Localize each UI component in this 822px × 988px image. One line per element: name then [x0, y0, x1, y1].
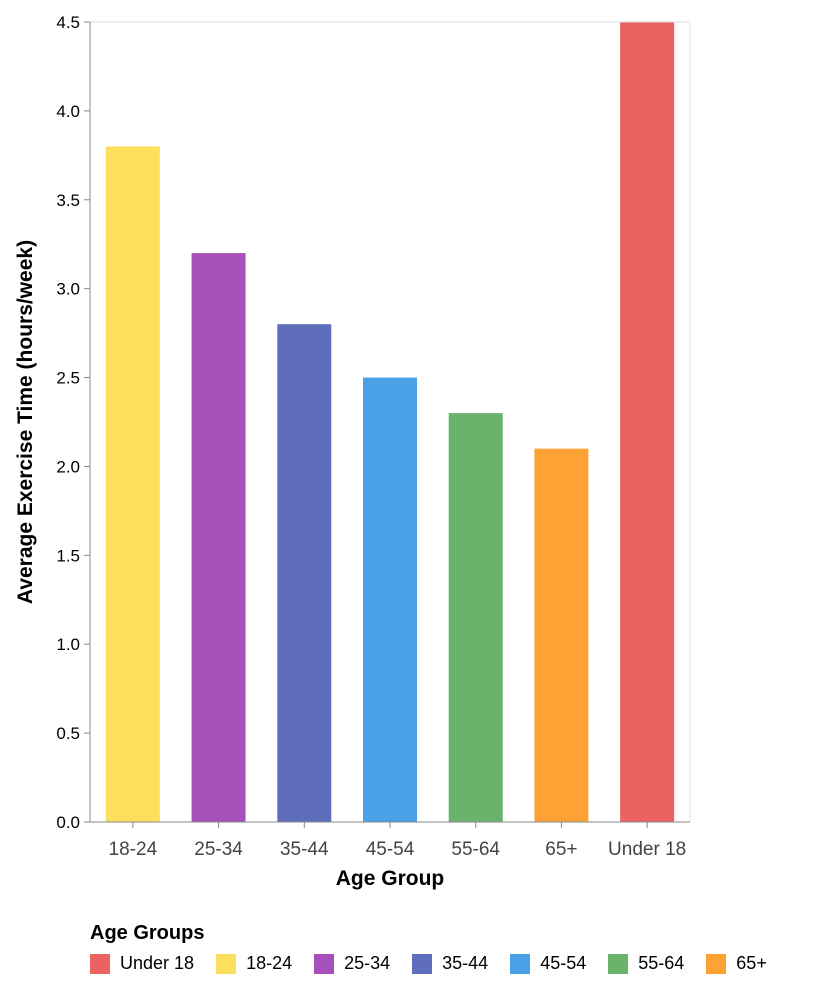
legend-swatch [510, 953, 531, 974]
legend-swatch [314, 953, 335, 974]
y-tick-label: 0.5 [56, 724, 80, 743]
y-tick-label: 4.0 [56, 102, 80, 121]
bar-chart: 0.0 0.5 1.0 1.5 2.0 2.5 3.0 3.5 4.0 4.5 18-24 25-3… [14, 13, 691, 890]
bars [105, 22, 675, 823]
legend-item: 18-24 [216, 953, 292, 974]
y-tick-label: 3.5 [56, 191, 80, 210]
legend-item: 55-64 [608, 953, 684, 974]
legend: Age Groups Under 18 18-24 25-34 35-44 45-54 5… [90, 922, 789, 974]
legend-item: 45-54 [510, 953, 586, 974]
legend-swatch [706, 953, 727, 974]
x-tick-label: 65+ [545, 839, 577, 860]
legend-label: 45-54 [540, 953, 587, 973]
y-tick-label: 2.0 [56, 457, 80, 476]
x-tick-label: 18-24 [109, 839, 158, 860]
x-axis-ticks: 18-24 25-34 35-44 45-54 55-64 65+ Under 18 [109, 822, 686, 860]
y-tick-label: 4.5 [56, 13, 80, 32]
x-tick-label: 35-44 [280, 839, 329, 860]
bar-under-18 [620, 22, 675, 822]
bar-45-54 [363, 377, 417, 822]
bar-55-64 [448, 413, 503, 822]
x-tick-label: 55-64 [451, 839, 500, 860]
legend-label: 25-34 [344, 953, 391, 973]
y-tick-label: 1.0 [56, 635, 80, 654]
x-axis-title: Age Group [336, 867, 445, 890]
legend-label: 65+ [736, 953, 767, 973]
plot-frame [89, 21, 691, 823]
legend-swatch [608, 953, 629, 974]
y-axis-title: Average Exercise Time (hours/week) [14, 240, 37, 604]
bar-65- [534, 448, 589, 822]
legend-label: 35-44 [442, 953, 489, 973]
legend-label: 55-64 [638, 953, 685, 973]
legend-label: Under 18 [120, 953, 195, 973]
x-tick-label: 25-34 [194, 839, 243, 860]
x-tick-label: Under 18 [608, 839, 686, 860]
y-axis-ticks: 0.0 0.5 1.0 1.5 2.0 2.5 3.0 3.5 4.0 4.5 [56, 13, 90, 832]
legend-item: 35-44 [412, 953, 488, 974]
legend-items: Under 18 18-24 25-34 35-44 45-54 55-64 65+ [90, 953, 789, 974]
bar-18-24 [105, 146, 160, 822]
legend-item: 25-34 [314, 953, 390, 974]
bar-25-34 [191, 253, 246, 823]
legend-swatch [412, 953, 433, 974]
y-tick-label: 3.0 [56, 280, 80, 299]
legend-label: 18-24 [246, 953, 293, 973]
legend-item: Under 18 [90, 953, 194, 974]
legend-swatch [216, 953, 237, 974]
x-tick-label: 45-54 [366, 839, 415, 860]
legend-title: Age Groups [90, 922, 205, 944]
legend-item: 65+ [706, 953, 767, 974]
y-tick-label: 1.5 [56, 546, 80, 565]
legend-swatch [90, 953, 110, 974]
y-tick-label: 2.5 [56, 369, 80, 388]
y-tick-label: 0.0 [56, 813, 80, 832]
bar-35-44 [277, 324, 332, 822]
